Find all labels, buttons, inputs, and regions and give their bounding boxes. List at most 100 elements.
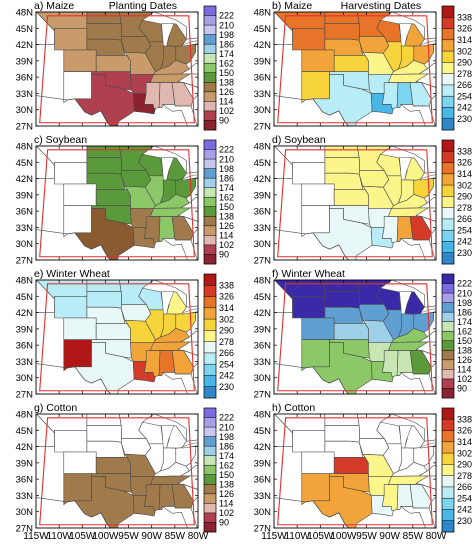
y-tick-label: 39N xyxy=(254,458,272,469)
panel-title: h) Cotton xyxy=(272,402,315,414)
colorbar-bin xyxy=(204,178,216,188)
border-line xyxy=(36,497,112,528)
state-region xyxy=(86,414,122,426)
colorbar-label: 278 xyxy=(457,471,472,481)
state-region xyxy=(63,49,97,73)
colorbar-bin xyxy=(442,17,454,29)
column-title: Planting Dates xyxy=(109,0,177,12)
colorbar-label: 90 xyxy=(219,116,229,126)
colorbar-bin xyxy=(442,441,454,454)
y-tick-label: 39N xyxy=(254,190,272,201)
colorbar-label: 230 xyxy=(457,516,472,526)
colorbar-bin xyxy=(442,359,454,370)
colorbar-label: 326 xyxy=(219,292,234,302)
map-panel: 48N 45N 42N 39N 36N 33N 30N 27N b) Maize Harvesti… xyxy=(254,0,472,133)
map-panel: 48N 45N 42N 39N 36N 33N 30N 27N d) Soybean 338 326… xyxy=(254,134,472,267)
colorbar-bin xyxy=(204,364,216,376)
colorbar-label: 278 xyxy=(457,69,472,79)
state-region xyxy=(301,317,335,341)
lake xyxy=(399,291,413,315)
colorbar-bin xyxy=(204,455,216,466)
colorbar-label: 114 xyxy=(219,97,233,107)
colorbar-label: 338 xyxy=(219,280,234,290)
border-line xyxy=(152,12,198,40)
border-line xyxy=(36,363,112,394)
lake xyxy=(399,23,413,47)
colorbar-bin xyxy=(204,296,216,309)
y-tick-label: 39N xyxy=(254,324,272,335)
colorbar-bin xyxy=(442,207,454,220)
y-tick-label: 45N xyxy=(254,292,272,303)
state-region xyxy=(152,59,190,75)
colorbar-label: 174 xyxy=(219,183,234,193)
column-title: Harvesting Dates xyxy=(341,0,422,12)
y-tick-label: 33N xyxy=(254,357,272,368)
colorbar-frame xyxy=(203,5,217,131)
map-panel: 48N 45N 42N 39N 36N 33N 30N 27N c) Soybean 222210… xyxy=(16,134,234,267)
colorbar-bin xyxy=(442,140,454,152)
border-line xyxy=(152,414,198,442)
colorbar-bin xyxy=(442,464,454,476)
state-region xyxy=(95,55,131,73)
map-panel: 48N 45N 42N 39N 36N 33N 30N 27N a) Maize Planting… xyxy=(16,0,234,133)
colorbar-label: 290 xyxy=(457,58,472,68)
state-region xyxy=(390,461,428,477)
y-tick-label: 30N xyxy=(16,239,34,250)
state-region xyxy=(292,429,326,453)
colorbar-label: 338 xyxy=(457,146,472,156)
colorbar-label: 210 xyxy=(219,20,234,30)
state-region xyxy=(63,71,92,104)
colorbar-bin xyxy=(442,162,454,175)
panel-title: d) Soybean xyxy=(272,134,326,146)
x-tick-label: 105W xyxy=(307,531,334,539)
x-tick-label: 100W xyxy=(92,531,119,539)
colorbar-bin xyxy=(442,453,454,465)
colorbar-bin xyxy=(442,331,454,342)
colorbar-bin xyxy=(442,241,454,254)
colorbar-bin xyxy=(204,254,216,265)
y-tick-label: 48N xyxy=(16,276,34,287)
y-tick-label: 36N xyxy=(16,73,34,84)
colorbar-label: 210 xyxy=(457,288,472,298)
colorbar-label: 174 xyxy=(219,49,234,59)
colorbar-label: 314 xyxy=(457,169,472,179)
colorbar-label: 186 xyxy=(219,39,234,49)
colorbar-label: 198 xyxy=(219,164,234,174)
colorbar-label: 102 xyxy=(219,106,234,116)
state-region xyxy=(390,327,428,343)
state-region xyxy=(86,425,122,443)
state-region xyxy=(333,189,369,207)
map-frame xyxy=(35,145,199,261)
colorbar-frame xyxy=(203,139,217,265)
y-tick-label: 33N xyxy=(254,491,272,502)
colorbar-bin xyxy=(204,436,216,447)
colorbar-bin xyxy=(204,140,216,150)
colorbar-label: 290 xyxy=(457,192,472,202)
colorbar-bin xyxy=(442,340,454,351)
state-region xyxy=(333,55,369,73)
border-line xyxy=(152,146,198,174)
x-tick-label: 80W xyxy=(188,531,209,539)
state-region xyxy=(301,339,330,372)
state-region xyxy=(63,183,97,207)
model-domain xyxy=(39,149,195,258)
colorbar-bin xyxy=(442,62,454,74)
colorbar-bin xyxy=(442,230,454,242)
colorbar-bin xyxy=(204,15,216,26)
colorbar-label: 138 xyxy=(219,480,234,490)
y-tick-label: 27N xyxy=(254,256,272,267)
colorbar-label: 266 xyxy=(219,348,234,358)
colorbar-frame xyxy=(203,407,217,533)
map-panel: 48N 45N 42N 39N 36N 33N 30N 27N e) Winter Wheat 3… xyxy=(16,268,234,401)
colorbar-bin xyxy=(442,39,454,52)
colorbar-bin xyxy=(204,168,216,179)
colorbar-bin xyxy=(442,173,454,186)
colorbar-bin xyxy=(204,408,216,418)
colorbar-label: 138 xyxy=(457,346,472,356)
state-region xyxy=(54,295,88,319)
colorbar-bin xyxy=(204,25,216,35)
colorbar-label: 326 xyxy=(457,158,472,168)
